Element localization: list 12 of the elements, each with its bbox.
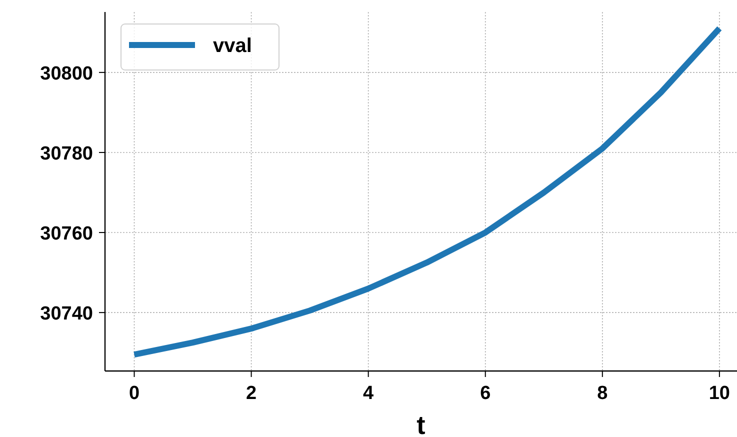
y-tick-label: 30780 [40, 143, 93, 164]
x-tick-label: 0 [128, 383, 140, 404]
legend-label: vval [213, 35, 252, 57]
y-tick-label: 30800 [40, 63, 93, 84]
y-tick-label: 30740 [40, 304, 93, 325]
x-tick-label: 6 [480, 383, 491, 404]
y-tick-label: 30760 [40, 224, 93, 245]
x-tick-label: 10 [708, 383, 730, 404]
x-tick-label: 4 [363, 383, 374, 404]
x-axis-title: t [416, 410, 426, 437]
x-tick-label: 2 [246, 383, 257, 404]
x-tick-label: 8 [597, 383, 608, 404]
